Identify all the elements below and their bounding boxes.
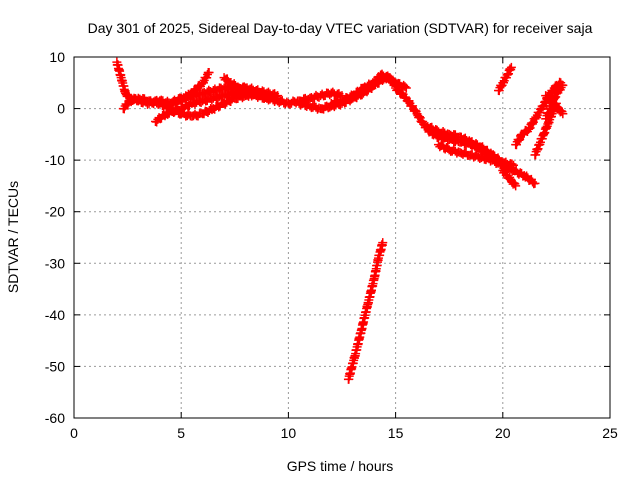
data-point <box>554 104 567 117</box>
data-point <box>401 83 411 93</box>
data-point <box>234 82 249 94</box>
data-point <box>363 275 379 310</box>
series-track-14 <box>498 165 521 191</box>
data-point <box>506 62 516 72</box>
data-point <box>558 80 568 90</box>
y-axis-label: SDTVAR / TECUs <box>5 181 21 293</box>
data-point <box>530 140 544 160</box>
x-tick-label: 10 <box>281 425 297 441</box>
data-point <box>373 240 387 263</box>
x-tick-label: 25 <box>602 425 618 441</box>
y-tick-label: 10 <box>49 49 65 65</box>
y-tick-label: -30 <box>45 255 65 271</box>
data-point <box>423 122 442 136</box>
x-tick-label: 5 <box>177 425 185 441</box>
data-point <box>541 91 556 107</box>
data-point <box>433 140 453 154</box>
chart-title: Day 301 of 2025, Sidereal Day-to-day VTE… <box>88 20 593 36</box>
data-point <box>558 109 568 119</box>
data-point <box>401 93 421 116</box>
data-point <box>251 85 270 99</box>
y-tick-label: 0 <box>57 101 65 117</box>
series-track-13 <box>494 62 516 96</box>
plot-frame <box>73 56 611 419</box>
data-point <box>384 73 400 89</box>
data-point <box>187 88 206 101</box>
data-point <box>369 72 385 88</box>
data-point <box>511 181 521 191</box>
data-point <box>112 57 126 80</box>
data-point <box>187 96 206 109</box>
data-point <box>356 301 372 335</box>
x-axis-label: GPS time / hours <box>287 458 394 474</box>
data-point <box>120 88 134 101</box>
data-point <box>204 67 214 77</box>
data-point <box>391 83 410 103</box>
data-point <box>350 328 366 361</box>
x-tick-label: 20 <box>495 425 511 441</box>
series-track-18 <box>541 91 568 119</box>
data-point <box>198 85 217 99</box>
data-point <box>305 90 324 104</box>
x-tick-label: 15 <box>388 425 404 441</box>
y-tick-label: -40 <box>45 307 65 323</box>
series-track-5 <box>219 73 283 101</box>
y-tick-label: -50 <box>45 358 65 374</box>
data-point <box>116 73 130 97</box>
grid-layer <box>74 57 610 418</box>
data-point <box>369 255 383 284</box>
data-point <box>316 101 335 114</box>
series-track-9 <box>343 238 388 384</box>
data-point <box>530 178 540 188</box>
data-point <box>502 171 516 185</box>
y-tick-label: -60 <box>45 410 65 426</box>
y-tick-label: -10 <box>45 152 65 168</box>
tick-layer: 0 5 10 15 20 25 10 0 -10 -20 -30 -40 -50 -60 <box>45 49 618 441</box>
series-track-8 <box>326 69 401 109</box>
data-point <box>517 125 532 140</box>
series-track-12 <box>433 140 540 189</box>
data-point <box>161 104 185 119</box>
data-point <box>343 353 359 384</box>
y-tick-label: -20 <box>45 204 65 220</box>
x-tick-label: 0 <box>70 425 78 441</box>
data-point <box>506 176 520 189</box>
data-layer <box>112 57 568 384</box>
data-point <box>412 109 428 127</box>
data-point <box>378 238 388 248</box>
